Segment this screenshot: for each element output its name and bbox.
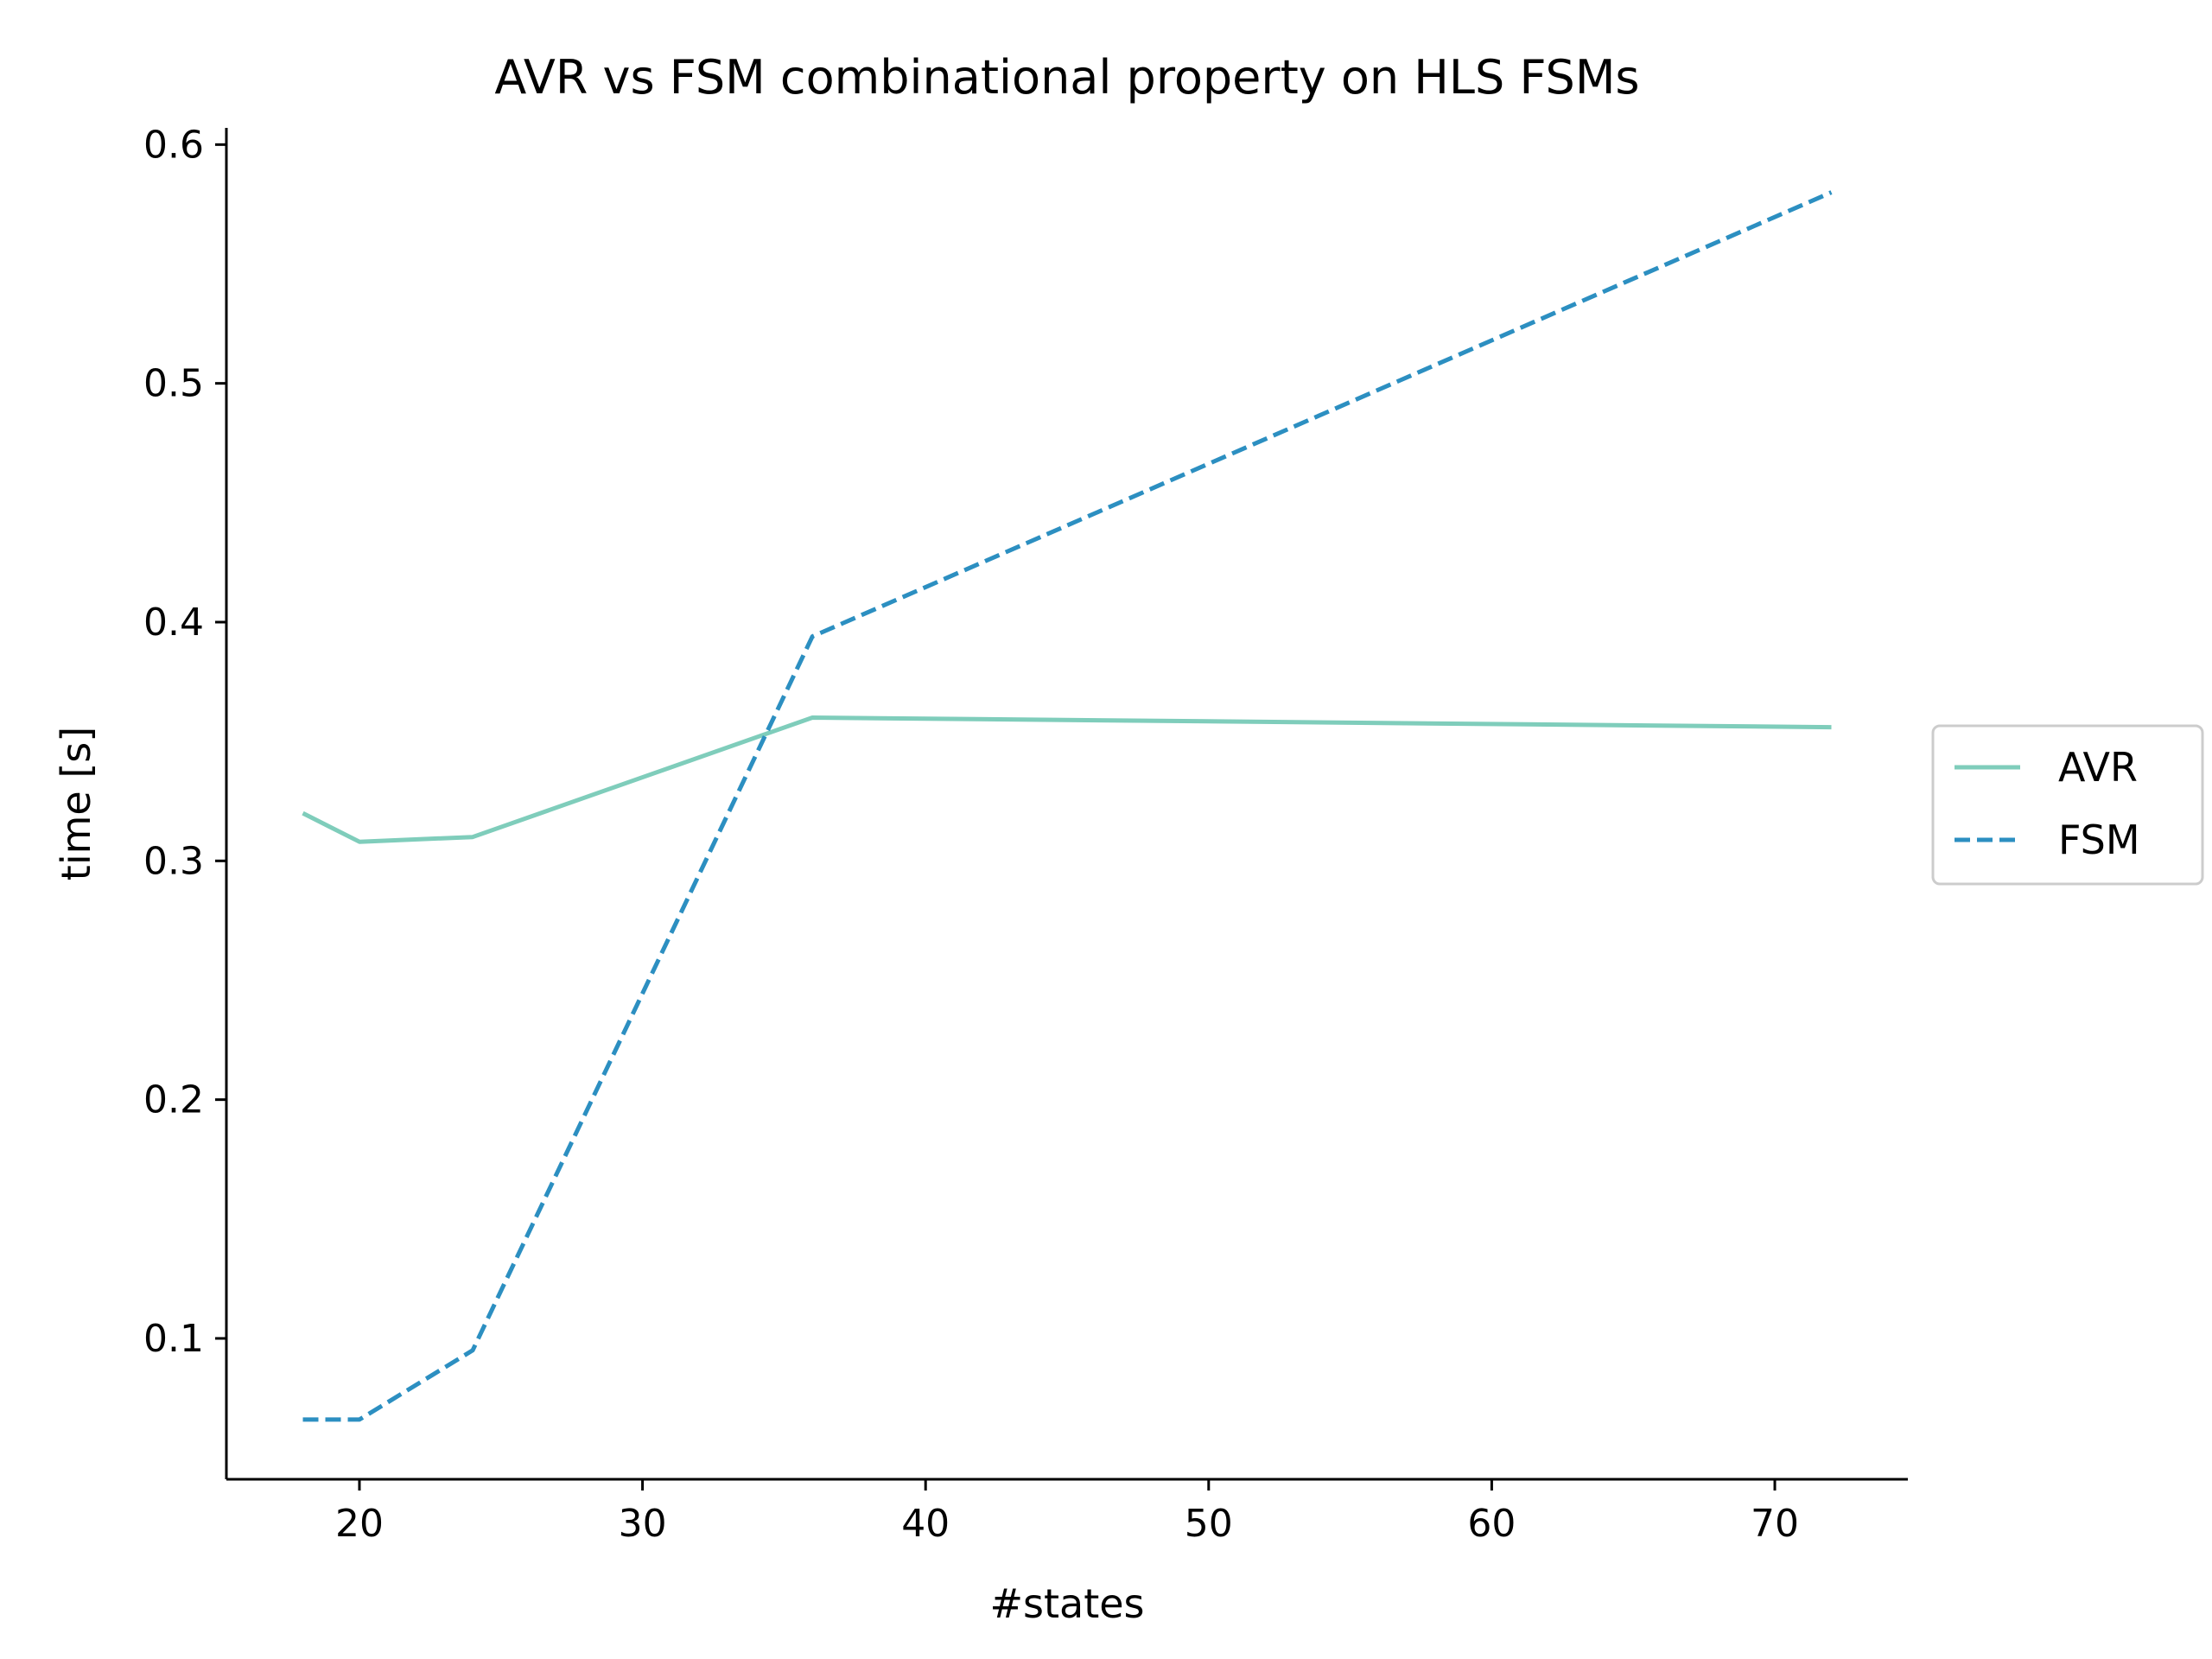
legend-items: AVR FSM xyxy=(1955,744,2140,863)
legend-label-fsm: FSM xyxy=(2058,817,2140,863)
y-tick-label: 0.6 xyxy=(143,123,204,167)
series-line-avr xyxy=(302,715,1832,844)
y-tick-label: 0.1 xyxy=(143,1317,204,1361)
plot-area: 20 30 40 50 60 70 0.1 0.2 0.3 0.4 0.5 0.6 xyxy=(143,123,1908,1546)
x-axis-label: #states xyxy=(989,1580,1144,1627)
legend-label-avr: AVR xyxy=(2058,744,2138,791)
y-tick-label: 0.3 xyxy=(143,839,204,883)
chart-title: AVR vs FSM combinational property on HLS… xyxy=(494,50,1639,105)
x-tick-label: 60 xyxy=(1467,1502,1516,1546)
x-tick-label: 30 xyxy=(619,1502,667,1546)
y-tick-label: 0.4 xyxy=(143,601,204,645)
x-tick-label: 50 xyxy=(1185,1502,1233,1546)
series-layer xyxy=(302,190,1833,1422)
x-tick-label: 20 xyxy=(335,1502,384,1546)
legend: AVR FSM xyxy=(1931,724,2204,886)
x-tick-label: 40 xyxy=(901,1502,950,1546)
y-tick-label: 0.2 xyxy=(143,1078,204,1122)
series-line-fsm xyxy=(302,190,1833,1422)
x-axis-ticks: 20 30 40 50 60 70 xyxy=(335,1479,1799,1546)
x-tick-label: 70 xyxy=(1751,1502,1799,1546)
y-axis-ticks: 0.1 0.2 0.3 0.4 0.5 0.6 xyxy=(143,123,226,1361)
y-tick-label: 0.5 xyxy=(143,362,204,406)
y-axis-label: time [s] xyxy=(53,727,99,880)
